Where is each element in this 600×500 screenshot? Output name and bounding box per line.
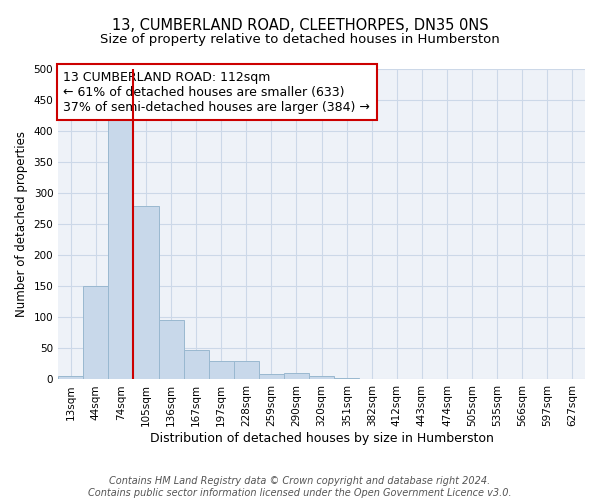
Bar (284, 373, 309, 380)
Text: Contains HM Land Registry data © Crown copyright and database right 2024.
Contai: Contains HM Land Registry data © Crown c… (88, 476, 512, 498)
Bar (259, 374, 284, 380)
Text: 13 CUMBERLAND ROAD: 112sqm
← 61% of detached houses are smaller (633)
37% of sem: 13 CUMBERLAND ROAD: 112sqm ← 61% of deta… (64, 70, 370, 114)
Bar (334, 378, 359, 380)
Bar (184, 350, 209, 380)
Bar (83, 286, 109, 380)
Bar (158, 320, 184, 380)
Bar (234, 361, 259, 380)
Bar (309, 376, 334, 380)
Bar (58, 376, 83, 380)
Text: Size of property relative to detached houses in Humberston: Size of property relative to detached ho… (100, 32, 500, 46)
Text: 13, CUMBERLAND ROAD, CLEETHORPES, DN35 0NS: 13, CUMBERLAND ROAD, CLEETHORPES, DN35 0… (112, 18, 488, 32)
Bar (109, 118, 133, 380)
Bar (133, 206, 158, 380)
Bar (209, 361, 234, 380)
X-axis label: Distribution of detached houses by size in Humberston: Distribution of detached houses by size … (149, 432, 494, 445)
Y-axis label: Number of detached properties: Number of detached properties (15, 131, 28, 317)
